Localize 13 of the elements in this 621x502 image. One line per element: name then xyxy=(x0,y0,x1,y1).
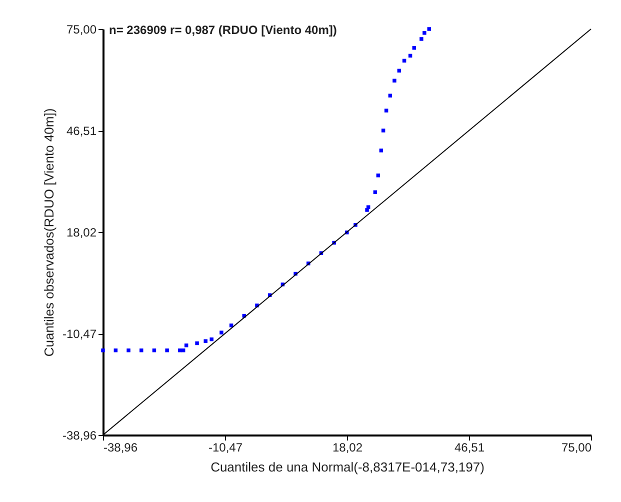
x-tick-label: -38,96 xyxy=(104,440,138,454)
x-axis-title: Cuantiles de una Normal(-8,8317E-014,73,197) xyxy=(210,460,484,474)
y-tick-label: -10,47 xyxy=(62,327,97,341)
y-tick-label: 46,51 xyxy=(66,124,97,138)
x-tick-label: 18,02 xyxy=(332,440,363,454)
chart-title: n= 236909 r= 0,987 (RDUO [Viento 40m]) xyxy=(109,23,337,37)
y-tick-label: 18,02 xyxy=(66,226,97,240)
x-tick-label: -10,47 xyxy=(208,440,243,454)
y-axis-title: Cuantiles observados(RDUO [Viento 40m]) xyxy=(41,108,56,357)
y-tick-label: 75,00 xyxy=(66,22,97,36)
y-tick-label: -38,96 xyxy=(62,428,97,442)
x-tick-label: 75,00 xyxy=(561,440,592,454)
x-tick-label: 46,51 xyxy=(454,440,485,454)
